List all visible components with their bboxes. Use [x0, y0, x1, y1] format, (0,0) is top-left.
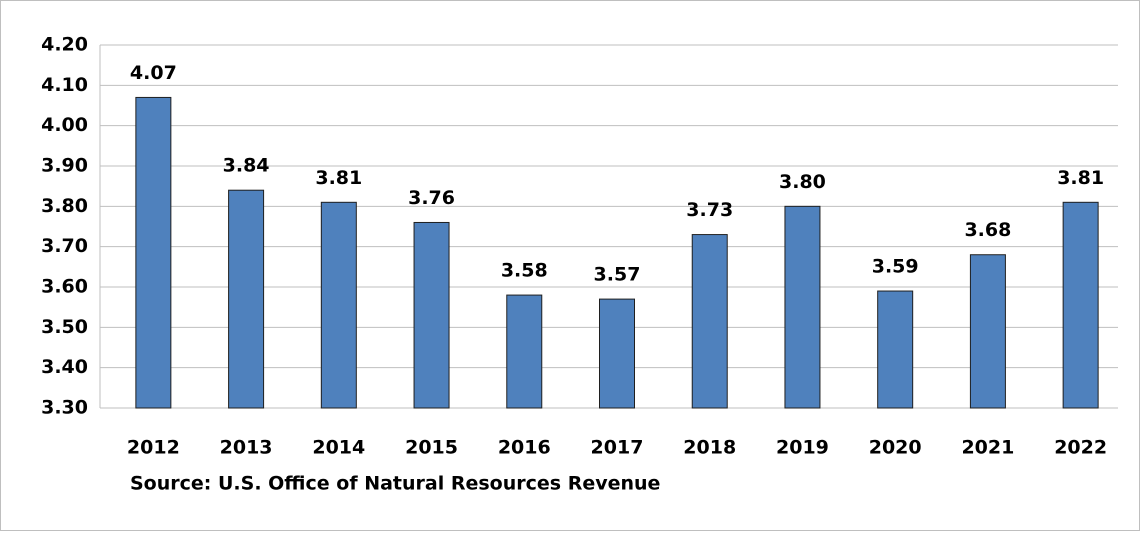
x-tick-label: 2018: [683, 437, 736, 459]
x-tick-label: 2022: [1054, 437, 1107, 459]
value-label: 3.57: [594, 264, 641, 286]
x-tick-label: 2016: [498, 437, 551, 459]
bar: [1062, 201, 1099, 409]
bar: [969, 254, 1006, 409]
value-label: 3.84: [223, 155, 270, 177]
bar: [135, 96, 172, 409]
bar: [413, 221, 450, 409]
y-tick-label: 4.20: [41, 34, 88, 56]
value-label: 3.80: [779, 171, 826, 193]
value-label: 3.81: [1057, 167, 1104, 189]
y-tick-label: 3.50: [41, 316, 88, 338]
bar: [506, 294, 543, 409]
x-tick-label: 2012: [127, 437, 180, 459]
y-tick-label: 3.30: [41, 397, 88, 419]
value-label: 3.58: [501, 260, 548, 282]
y-tick-label: 3.70: [41, 235, 88, 257]
x-tick-label: 2017: [591, 437, 644, 459]
bar: [320, 201, 357, 409]
y-tick-label: 4.00: [41, 114, 88, 136]
bar: [784, 205, 821, 409]
y-tick-label: 3.60: [41, 276, 88, 298]
source-note: Source: U.S. Office of Natural Resources…: [130, 473, 660, 495]
value-label: 3.68: [964, 219, 1011, 241]
x-tick-label: 2020: [869, 437, 922, 459]
value-label: 3.81: [315, 167, 362, 189]
y-tick-label: 3.80: [41, 195, 88, 217]
bar: [691, 234, 728, 409]
value-label: 3.59: [872, 256, 919, 278]
x-tick-label: 2013: [220, 437, 273, 459]
y-tick-label: 3.90: [41, 155, 88, 177]
bar: [228, 189, 265, 409]
x-tick-label: 2021: [961, 437, 1014, 459]
bar: [599, 298, 635, 409]
y-tick-label: 4.10: [41, 74, 88, 96]
value-label: 3.76: [408, 187, 455, 209]
y-tick-label: 3.40: [41, 356, 88, 378]
bar: [877, 290, 914, 409]
value-label: 4.07: [130, 62, 177, 84]
value-label: 3.73: [686, 199, 733, 221]
x-tick-label: 2019: [776, 437, 829, 459]
x-tick-label: 2014: [312, 437, 365, 459]
x-tick-label: 2015: [405, 437, 458, 459]
